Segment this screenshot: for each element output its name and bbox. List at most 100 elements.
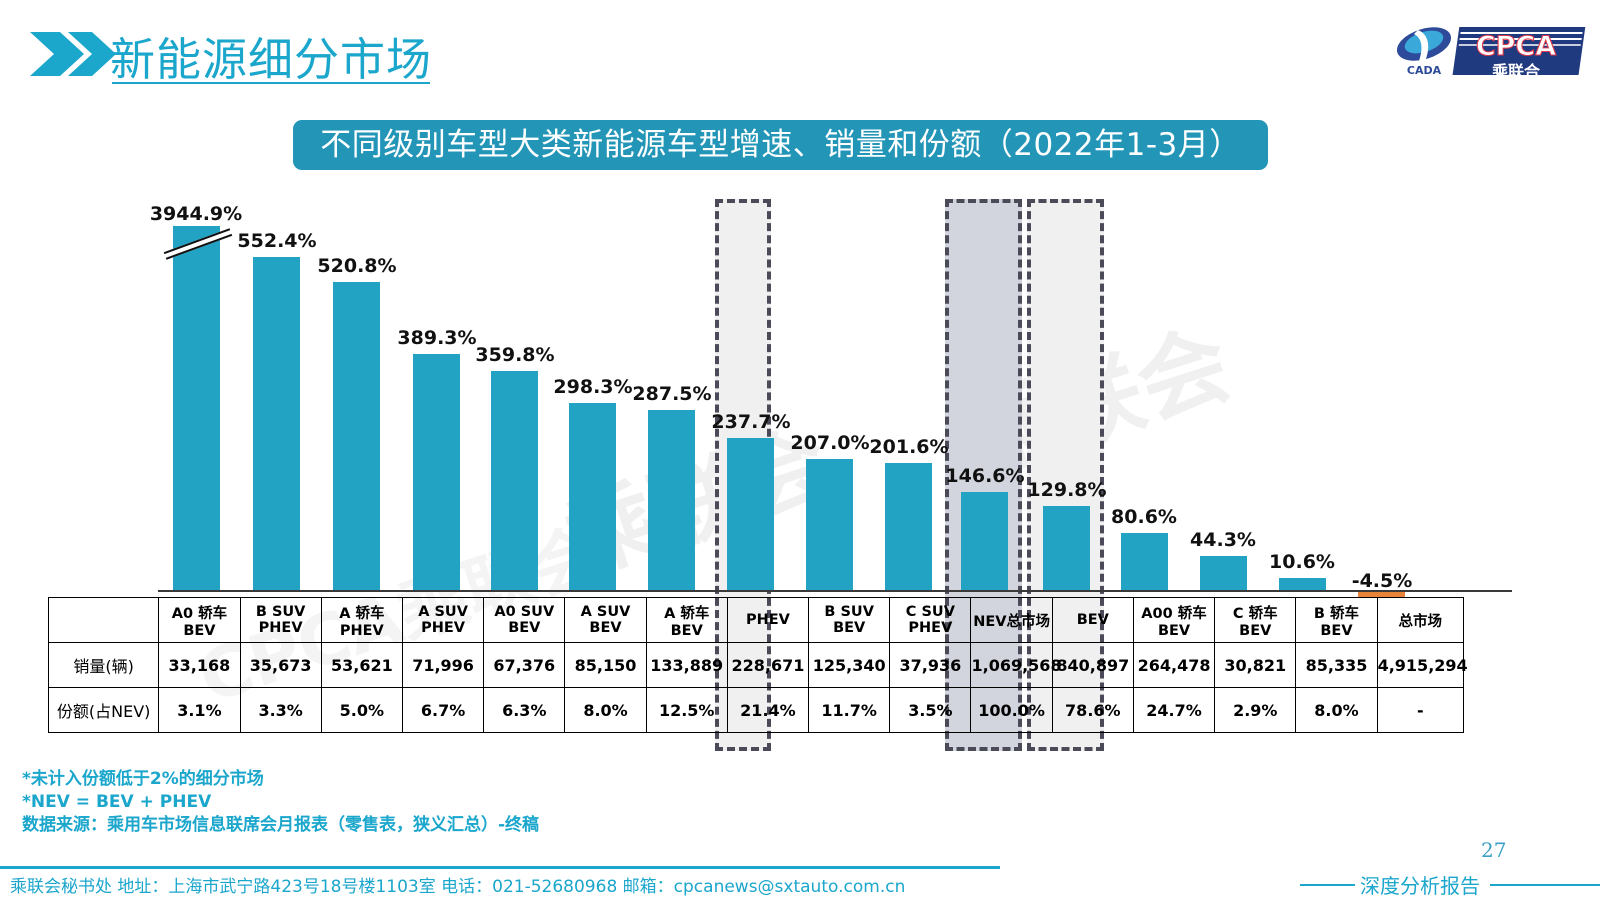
table-col-header: A0 SUV BEV bbox=[483, 597, 566, 643]
data-table: A0 轿车 BEV B SUV PHEV A 轿车 PHEV A SUV PHE… bbox=[47, 597, 1468, 733]
chart-baseline bbox=[158, 590, 1512, 592]
bar-label: 298.3% bbox=[553, 376, 633, 398]
bar-a-sedan-bev bbox=[648, 410, 695, 590]
table-col-header: NEV总市场 bbox=[970, 597, 1053, 643]
table-cell: 37,936 bbox=[889, 642, 972, 688]
table-cell: 1,069,568 bbox=[970, 642, 1062, 688]
cpca-logo: CADA CPCA 乘联合 bbox=[1388, 22, 1588, 84]
bar-label: 552.4% bbox=[237, 230, 317, 252]
footer-divider bbox=[0, 866, 1000, 869]
bar-label: 237.7% bbox=[711, 411, 791, 433]
bar-label: 359.8% bbox=[475, 344, 555, 366]
table-col-header: B SUV PHEV bbox=[239, 597, 322, 643]
report-tag-label: 深度分析报告 bbox=[1360, 874, 1480, 898]
table-cell: 24.7% bbox=[1132, 687, 1216, 733]
table-cell: 35,673 bbox=[239, 642, 322, 688]
bar-label: 389.3% bbox=[397, 327, 477, 349]
logo-brand-cn-text: 乘联合 bbox=[1491, 62, 1541, 81]
bar-label: -4.5% bbox=[1351, 570, 1413, 592]
table-col-header: PHEV bbox=[726, 597, 810, 643]
bar-label: 207.0% bbox=[790, 432, 870, 454]
table-cell: 125,340 bbox=[808, 642, 891, 688]
table-cell: 6.3% bbox=[483, 687, 566, 733]
table-col-header: B 轿车 BEV bbox=[1295, 597, 1378, 643]
bar-b-suv-phev bbox=[253, 257, 300, 590]
table-col-header: A SUV PHEV bbox=[401, 597, 485, 643]
table-cell: 67,376 bbox=[483, 642, 566, 688]
table-cell: 3.1% bbox=[158, 687, 241, 733]
table-corner-cell bbox=[47, 597, 160, 643]
table-cell: 21.4% bbox=[726, 687, 810, 733]
table-row-header: 份额(占NEV) bbox=[47, 687, 160, 733]
table-cell: 30,821 bbox=[1214, 642, 1297, 688]
bar-c-sedan-bev bbox=[1200, 556, 1247, 590]
bar-label: 201.6% bbox=[869, 436, 949, 458]
footnote-line-3: 数据来源：乘用车市场信息联席会月报表（零售表，狭义汇总）-终稿 bbox=[22, 815, 540, 835]
bar-a0-sedan-bev bbox=[173, 226, 220, 590]
chart-title-banner: 不同级别车型大类新能源车型增速、销量和份额（2022年1-3月） bbox=[293, 120, 1268, 170]
table-col-header: B SUV BEV bbox=[808, 597, 891, 643]
table-cell: 228,671 bbox=[726, 642, 810, 688]
table-cell: 4,915,294 bbox=[1376, 642, 1468, 688]
page-number: 27 bbox=[1481, 838, 1507, 862]
bar-b-suv-bev bbox=[806, 459, 853, 590]
table-col-header: C 轿车 BEV bbox=[1214, 597, 1297, 643]
table-cell: - bbox=[1376, 687, 1465, 733]
table-cell: 78.6% bbox=[1051, 687, 1134, 733]
bar-label: 146.6% bbox=[945, 465, 1025, 487]
table-cell: 8.0% bbox=[564, 687, 647, 733]
page-title-underline bbox=[112, 82, 430, 84]
bar-phev bbox=[727, 438, 774, 590]
table-cell: 8.0% bbox=[1295, 687, 1378, 733]
table-row-sales: 销量(辆) 33,168 35,673 53,621 71,996 67,376… bbox=[47, 642, 1468, 688]
table-cell: 840,897 bbox=[1051, 642, 1134, 688]
table-cell: 100.0% bbox=[970, 687, 1053, 733]
bar-label: 10.6% bbox=[1269, 551, 1335, 573]
bar-b-sedan-bev bbox=[1279, 578, 1326, 590]
bar-a00-sedan-bev bbox=[1121, 533, 1168, 590]
bar-label: 44.3% bbox=[1190, 529, 1256, 551]
table-row-share: 份额(占NEV) 3.1% 3.3% 5.0% 6.7% 6.3% 8.0% 1… bbox=[47, 687, 1465, 733]
bar-label: 3944.9% bbox=[149, 203, 243, 225]
table-cell: 2.9% bbox=[1214, 687, 1297, 733]
bar-a-suv-bev bbox=[569, 403, 616, 590]
svg-text:CADA: CADA bbox=[1407, 64, 1442, 77]
table-cell: 85,335 bbox=[1295, 642, 1378, 688]
bar-label: 80.6% bbox=[1111, 506, 1177, 528]
table-col-header: A00 轿车 BEV bbox=[1132, 597, 1216, 643]
table-col-header: A SUV BEV bbox=[564, 597, 647, 643]
logo-brand-text: CPCA bbox=[1476, 31, 1556, 62]
page-title: 新能源细分市场 bbox=[110, 33, 433, 86]
bar-label: 129.8% bbox=[1027, 479, 1107, 501]
double-chevron-right-icon bbox=[30, 30, 116, 78]
table-cell: 133,889 bbox=[645, 642, 728, 688]
bar-nev-total bbox=[961, 492, 1008, 590]
bar-total-market-negative bbox=[1358, 592, 1405, 597]
table-col-header: A 轿车 PHEV bbox=[320, 597, 403, 643]
table-col-header: A 轿车 BEV bbox=[645, 597, 728, 643]
table-cell: 3.3% bbox=[239, 687, 322, 733]
footer-contact-text: 乘联会秘书处 地址：上海市武宁路423号18号楼1103室 电话：021-526… bbox=[10, 877, 906, 897]
bar-label: 520.8% bbox=[317, 255, 397, 277]
bar-bev bbox=[1043, 506, 1090, 590]
table-col-header: 总市场 bbox=[1376, 597, 1465, 643]
report-tag-rule-right bbox=[1490, 884, 1600, 886]
table-cell: 53,621 bbox=[320, 642, 403, 688]
report-tag: 深度分析报告 bbox=[1300, 870, 1600, 900]
table-cell: 5.0% bbox=[320, 687, 403, 733]
table-row-header: 销量(辆) bbox=[47, 642, 160, 688]
table-cell: 71,996 bbox=[401, 642, 485, 688]
footnote-line-2: *NEV = BEV + PHEV bbox=[22, 792, 212, 812]
table-cell: 12.5% bbox=[645, 687, 728, 733]
table-cell: 85,150 bbox=[564, 642, 647, 688]
table-cell: 33,168 bbox=[158, 642, 241, 688]
bar-a-suv-phev bbox=[413, 354, 460, 590]
slide-header: 新能源细分市场 CADA CPCA 乘联合 bbox=[0, 0, 1600, 100]
report-tag-rule-left bbox=[1300, 884, 1355, 886]
table-cell: 11.7% bbox=[808, 687, 891, 733]
bar-a0-suv-bev bbox=[491, 371, 538, 590]
table-cell: 6.7% bbox=[401, 687, 485, 733]
footnote-line-1: *未计入份额低于2%的细分市场 bbox=[22, 769, 264, 789]
table-cell: 3.5% bbox=[889, 687, 972, 733]
footnotes: *未计入份额低于2%的细分市场 *NEV = BEV + PHEV 数据来源：乘… bbox=[22, 768, 539, 837]
